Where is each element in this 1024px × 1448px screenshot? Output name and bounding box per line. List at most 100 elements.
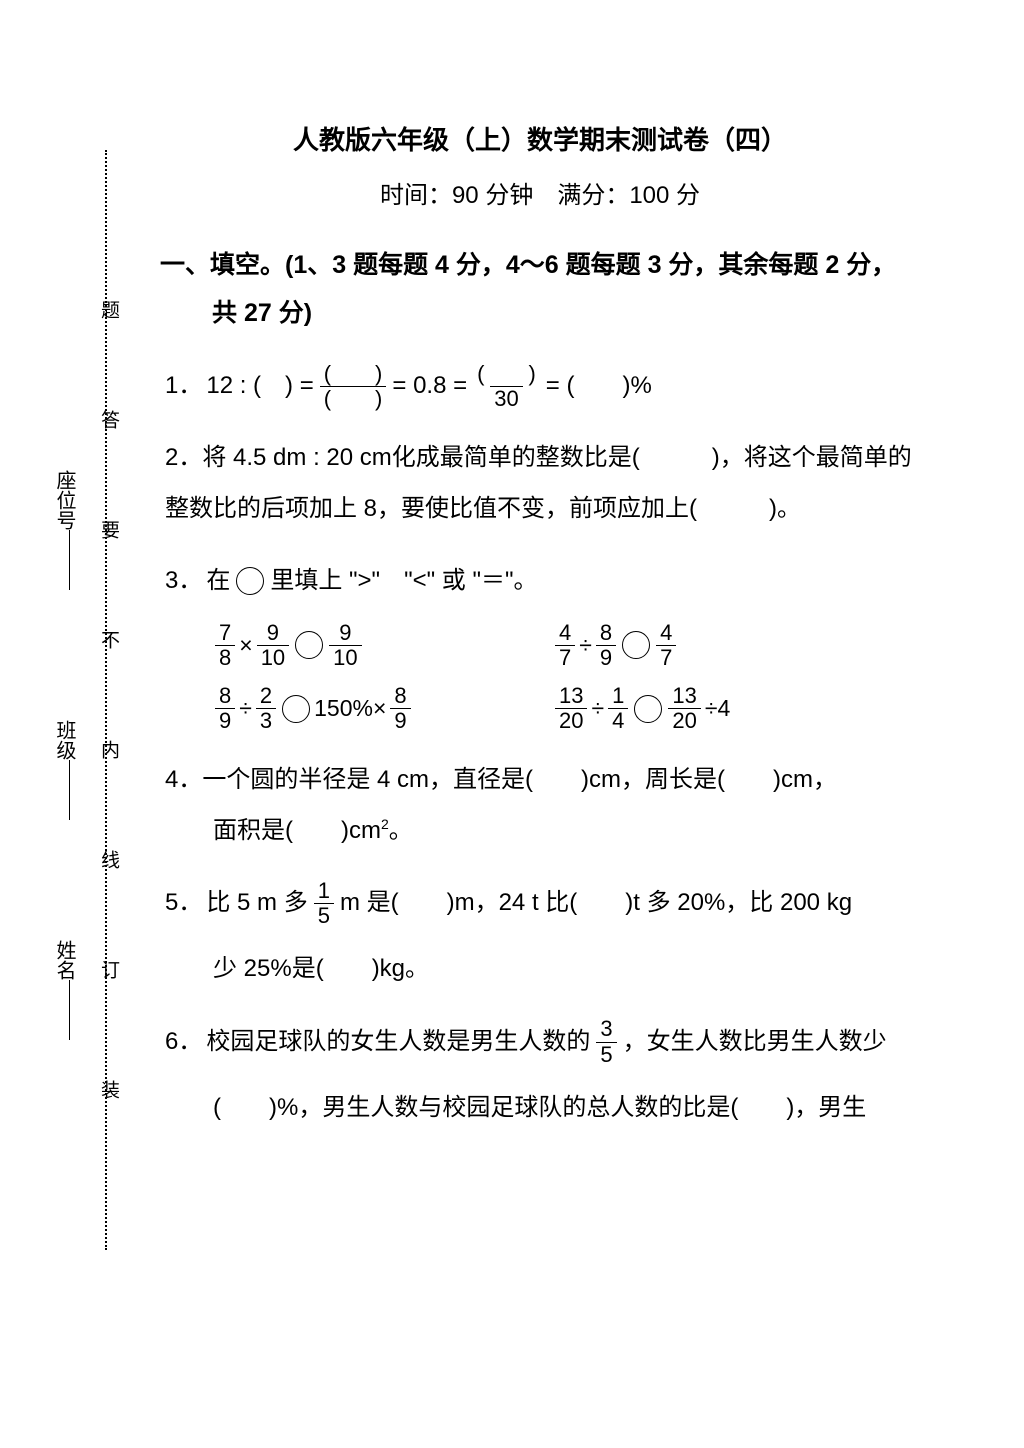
name-field: 姓名	[50, 940, 79, 1040]
q1-mid: = 0.8 =	[392, 361, 467, 411]
q1-fraction-1: ( ) ( )	[320, 362, 387, 411]
compare-circle-icon	[295, 631, 323, 659]
binding-char: 线	[95, 850, 122, 879]
binding-char: 题	[95, 300, 122, 329]
frac-num: 8	[390, 684, 410, 708]
q3-number: 3．	[165, 556, 202, 606]
name-label: 姓名	[53, 940, 75, 980]
q1-f1-num: ( )	[320, 362, 387, 386]
q5-number: 5．	[165, 878, 202, 928]
q4-sup: 2	[381, 816, 389, 832]
frac-den: 3	[256, 708, 276, 733]
frac-den: 10	[329, 645, 361, 670]
question-4: 4．一个圆的半径是 4 cm，直径是( )cm，周长是( )cm， 面积是( )…	[160, 755, 920, 856]
question-1: 1． 12 : ( ) = ( ) ( ) = 0.8 = ( ) 30 = (…	[160, 361, 920, 411]
exam-title: 人教版六年级（上）数学期末测试卷（四）	[160, 120, 920, 157]
binding-char: 不	[95, 630, 122, 659]
q6-number: 6．	[165, 1017, 202, 1067]
rhs-post: ÷4	[705, 684, 730, 732]
q3-row-2: 89 ÷ 23 150%× 89 1320 ÷ 14 1320 ÷4	[213, 684, 920, 733]
binding-char: 要	[95, 520, 122, 549]
exam-subtitle: 时间：90 分钟 满分：100 分	[160, 175, 920, 210]
q5-p3: 少 25%是( )kg。	[213, 955, 429, 982]
frac-num: 9	[335, 621, 355, 645]
frac-den: 9	[390, 708, 410, 733]
q2-text: 将 4.5 dm : 20 cm化成最简单的整数比是( )，将这个最简单的整数比…	[165, 444, 912, 521]
q6-fraction: 3 5	[596, 1017, 616, 1066]
frac-num: 13	[668, 684, 700, 708]
q3-intro2: 里填上 ">" "<" 或 "＝"。	[270, 556, 537, 606]
section-1-line1: 一、填空。(1、3 题每题 4 分，4～6 题每题 3 分，其余每题 2 分，	[160, 251, 896, 279]
frac-num: 2	[256, 684, 276, 708]
frac-num: 13	[555, 684, 587, 708]
binding-char: 答	[95, 410, 122, 439]
q6-p2: ，女生人数比男生人数少	[623, 1017, 887, 1067]
section-1-header: 一、填空。(1、3 题每题 4 分，4～6 题每题 3 分，其余每题 2 分， …	[160, 242, 920, 337]
binding-char: 订	[95, 960, 122, 989]
q5-f-den: 5	[314, 903, 334, 928]
q6-p1: 校园足球队的女生人数是男生人数的	[206, 1017, 590, 1067]
q1-suffix: = ( )%	[546, 361, 652, 411]
compare-circle-icon	[236, 567, 264, 595]
question-5: 5． 比 5 m 多 1 5 m 是( )m，24 t 比( )t 多 20%，…	[160, 878, 920, 995]
frac-num: 9	[263, 621, 283, 645]
q5-f-num: 1	[314, 879, 334, 903]
class-field: 班级	[50, 720, 79, 820]
q4-text-b: 面积是( )cm	[213, 817, 381, 844]
q5-p1: 比 5 m 多	[206, 878, 307, 928]
q3-r2c1: 89 ÷ 23 150%× 89	[213, 684, 553, 733]
q1-number: 1．	[165, 361, 202, 411]
frac-den: 20	[668, 708, 700, 733]
q6-p3: ( )%，男生人数与校园足球队的总人数的比是( )，男生	[213, 1094, 866, 1121]
frac-den: 9	[596, 645, 616, 670]
q5-p2: m 是( )m，24 t 比( )t 多 20%，比 200 kg	[340, 878, 852, 928]
q6-f-num: 3	[596, 1017, 616, 1041]
q6-f-den: 5	[596, 1042, 616, 1067]
q4-text-c: 。	[389, 817, 413, 844]
q3-r1c2: 47 ÷ 89 47	[553, 621, 678, 670]
op: ×	[239, 621, 252, 669]
q3-intro: 在	[206, 556, 230, 606]
q3-body: 78 × 910 910 47 ÷ 89 47 89 ÷	[165, 621, 920, 734]
q1-f2-num: ( )	[473, 362, 540, 386]
q1-fraction-2: ( ) 30	[473, 362, 540, 411]
compare-circle-icon	[634, 695, 662, 723]
compare-circle-icon	[282, 695, 310, 723]
class-label: 班级	[53, 720, 75, 760]
question-2: 2．将 4.5 dm : 20 cm化成最简单的整数比是( )，将这个最简单的整…	[160, 433, 920, 534]
frac-den: 7	[656, 645, 676, 670]
section-1-line2: 共 27 分)	[160, 290, 920, 338]
frac-den: 9	[215, 708, 235, 733]
q2-number: 2．	[165, 444, 202, 471]
q3-r2c2: 1320 ÷ 14 1320 ÷4	[553, 684, 730, 733]
frac-num: 8	[596, 621, 616, 645]
q1-f1-den: ( )	[320, 386, 387, 411]
frac-num: 7	[215, 621, 235, 645]
q1-f2-den: 30	[490, 386, 522, 411]
frac-den: 4	[608, 708, 628, 733]
q4-number: 4．	[165, 766, 202, 793]
rhs-pre: 150%×	[314, 684, 386, 732]
frac-num: 8	[215, 684, 235, 708]
op: ÷	[239, 684, 252, 732]
q3-row-1: 78 × 910 910 47 ÷ 89 47	[213, 621, 920, 670]
q1-prefix: 12 : ( ) =	[206, 361, 313, 411]
frac-num: 4	[656, 621, 676, 645]
compare-circle-icon	[622, 631, 650, 659]
question-6: 6． 校园足球队的女生人数是男生人数的 3 5 ，女生人数比男生人数少 ( )%…	[160, 1017, 920, 1134]
seat-label: 座位号	[53, 470, 75, 530]
frac-den: 7	[555, 645, 575, 670]
frac-num: 4	[555, 621, 575, 645]
op: ÷	[579, 621, 592, 669]
op: ÷	[591, 684, 604, 732]
frac-den: 20	[555, 708, 587, 733]
seat-field: 座位号	[50, 470, 79, 590]
binding-char: 装	[95, 1080, 122, 1109]
q3-r1c1: 78 × 910 910	[213, 621, 553, 670]
binding-char: 内	[95, 740, 122, 769]
q4-text-a: 一个圆的半径是 4 cm，直径是( )cm，周长是( )cm，	[202, 766, 837, 793]
frac-num: 1	[608, 684, 628, 708]
q5-fraction: 1 5	[314, 879, 334, 928]
frac-den: 8	[215, 645, 235, 670]
exam-page: 人教版六年级（上）数学期末测试卷（四） 时间：90 分钟 满分：100 分 一、…	[160, 120, 920, 1156]
